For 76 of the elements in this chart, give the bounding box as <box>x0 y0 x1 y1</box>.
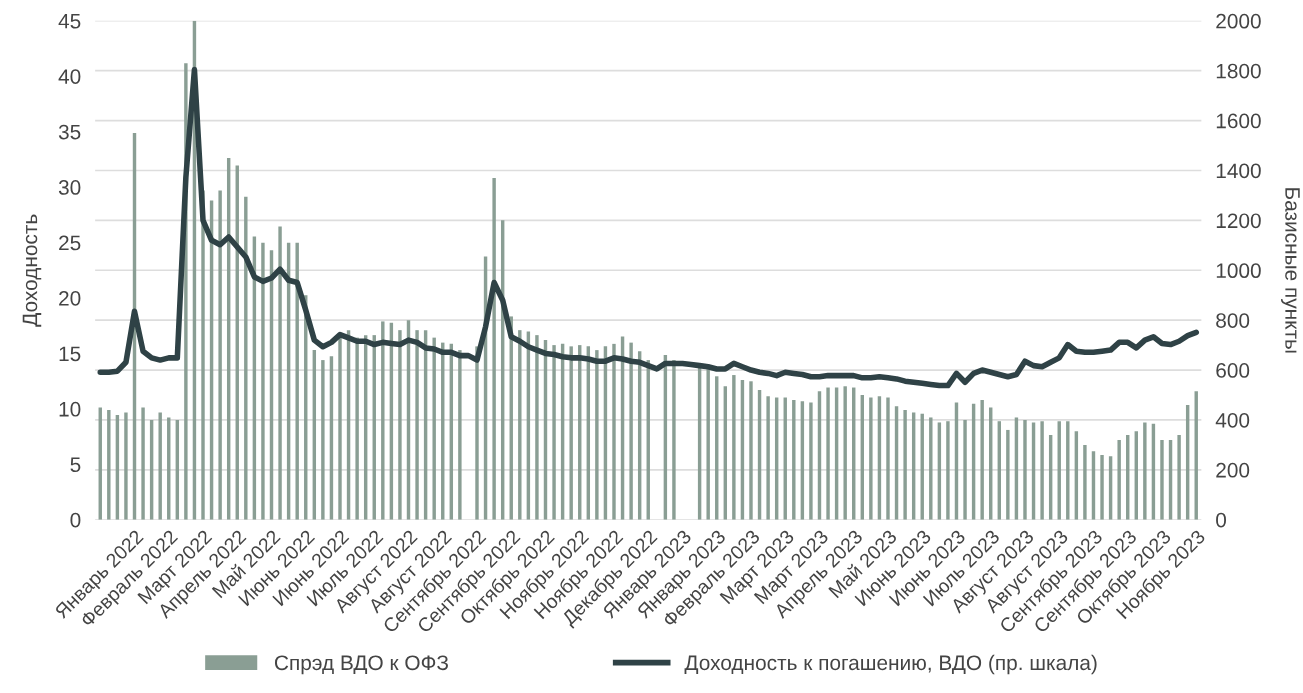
bar <box>1083 444 1087 520</box>
bar <box>398 330 402 520</box>
y-tick-label: 10 <box>59 401 81 417</box>
bar <box>1160 439 1164 520</box>
y2-tick-label: 200 <box>1216 462 1250 478</box>
bar <box>1100 454 1104 520</box>
bar <box>278 226 282 520</box>
bar <box>415 330 419 520</box>
bar <box>612 343 616 520</box>
y2-tick-label: 1400 <box>1216 163 1261 179</box>
y2-axis-title: Базисные пункты <box>1281 188 1300 353</box>
bar <box>535 335 539 520</box>
bar <box>595 350 599 520</box>
y-tick-label: 30 <box>58 180 81 195</box>
bar <box>792 400 796 520</box>
bar <box>929 417 933 520</box>
bar <box>141 407 145 520</box>
y2-tick-label: 800 <box>1216 313 1250 328</box>
bar <box>321 360 325 520</box>
bar <box>218 190 222 520</box>
bar <box>809 402 813 520</box>
y2-tick-label: 1200 <box>1216 213 1261 229</box>
bar <box>475 346 479 520</box>
y-tick-label: 40 <box>58 69 81 84</box>
y2-tick-label: 1600 <box>1216 113 1261 129</box>
bar <box>518 330 522 520</box>
bar <box>843 386 847 520</box>
bar <box>869 397 873 520</box>
bar <box>980 400 984 520</box>
y-tick-label: 25 <box>59 235 81 251</box>
bar <box>569 346 573 520</box>
y-tick-label: 20 <box>59 290 81 306</box>
y2-tick-label: 2000 <box>1216 13 1261 29</box>
legend-label: Спрэд ВДО к ОФЗ <box>274 655 448 675</box>
y-tick-label: 15 <box>59 346 81 362</box>
bar <box>124 412 128 520</box>
bar <box>826 387 830 520</box>
bar <box>1006 429 1010 520</box>
bar <box>107 409 111 520</box>
y-axis-title: Доходность <box>22 214 42 327</box>
bar <box>432 337 436 520</box>
bar <box>1177 434 1181 520</box>
bar <box>886 397 890 520</box>
bar <box>158 412 162 520</box>
bar <box>244 196 248 520</box>
bar <box>672 360 676 520</box>
y-tick-label: 5 <box>70 457 81 473</box>
bar <box>492 177 496 520</box>
y2-tick-label: 400 <box>1215 412 1250 428</box>
y-tick-label: 0 <box>70 512 81 528</box>
bar <box>732 375 736 520</box>
bar <box>1040 421 1044 520</box>
bar <box>749 381 753 520</box>
bar <box>766 396 770 520</box>
legend-label: Доходность к погашению, ВДО (пр. шкала) <box>684 654 1097 675</box>
bar <box>1117 439 1121 520</box>
bar <box>903 409 907 520</box>
bar <box>629 342 633 520</box>
bar <box>963 419 967 520</box>
y-tick-label: 45 <box>58 14 81 29</box>
bar <box>706 366 710 520</box>
bar <box>1143 422 1147 520</box>
bar <box>261 242 265 520</box>
bar <box>381 321 385 520</box>
bar <box>1023 419 1027 520</box>
y2-tick-label: 600 <box>1216 363 1250 378</box>
bar <box>552 345 556 520</box>
bar <box>295 242 299 520</box>
y2-tick-label: 0 <box>1216 512 1227 528</box>
bar <box>458 350 462 520</box>
bar <box>1066 421 1070 520</box>
y2-tick-label: 1000 <box>1216 263 1261 279</box>
bar <box>946 421 950 520</box>
bar <box>338 337 342 520</box>
y-tick-label: 35 <box>58 124 81 140</box>
y2-tick-label: 1800 <box>1216 63 1261 79</box>
